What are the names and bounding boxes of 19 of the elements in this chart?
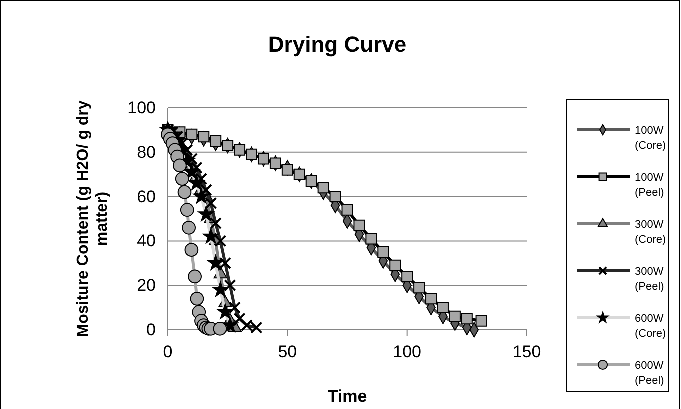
x-tick-label: 50 (278, 342, 298, 362)
y-tick-label: 40 (137, 232, 156, 251)
y-tick-label: 20 (137, 276, 156, 296)
x-tick-label: 150 (512, 342, 542, 362)
legend-label: 600W (Core) (635, 313, 666, 340)
legend-label: 300W (Core) (635, 219, 666, 246)
y-axis-title: Mositure Content (g H2O/ g dry matter) (75, 100, 111, 338)
legend-label: 300W (Peel) (635, 266, 664, 293)
y-tick-label: 100 (128, 98, 156, 118)
y-tick-label: 80 (137, 142, 156, 162)
legend-label: 600W (Peel) (635, 360, 664, 387)
chart-title: Drying Curve (268, 32, 407, 57)
legend-label: 100W (Core) (635, 125, 666, 152)
x-axis-title: Time (328, 387, 368, 406)
y-tick-label: 60 (137, 187, 156, 206)
y-tick-label: 0 (146, 320, 156, 340)
legend-label: 100W (Peel) (635, 172, 664, 199)
x-tick-label: 100 (393, 342, 422, 362)
x-tick-label: 0 (163, 342, 173, 362)
